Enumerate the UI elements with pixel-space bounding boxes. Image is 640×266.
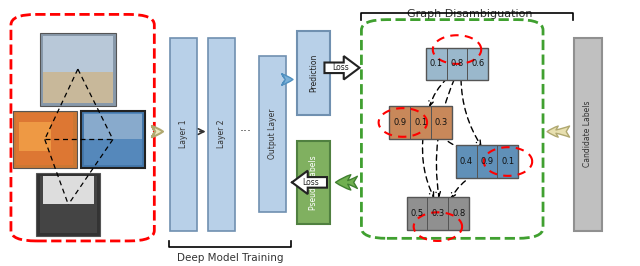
Text: 0.3: 0.3 <box>435 118 448 127</box>
Bar <box>13 111 77 168</box>
Bar <box>259 56 286 212</box>
Text: Loss: Loss <box>303 178 319 187</box>
Bar <box>84 113 141 165</box>
Bar <box>410 106 431 139</box>
Bar <box>297 31 330 115</box>
Bar <box>477 145 497 178</box>
Text: Deep Model Training: Deep Model Training <box>177 253 284 263</box>
Bar <box>406 197 469 230</box>
Bar <box>43 176 94 205</box>
Text: 0.4: 0.4 <box>460 157 473 166</box>
Bar <box>84 114 141 139</box>
Bar <box>497 145 518 178</box>
Bar <box>297 141 330 224</box>
Text: 0.9: 0.9 <box>481 157 493 166</box>
Bar <box>40 33 116 106</box>
Bar <box>447 48 467 80</box>
Text: ···: ··· <box>239 125 252 138</box>
Text: 0.1: 0.1 <box>414 118 428 127</box>
Text: Output Layer: Output Layer <box>268 109 277 159</box>
Bar <box>426 48 488 80</box>
Text: 0.6: 0.6 <box>471 59 484 68</box>
Bar <box>170 38 197 231</box>
Text: 0.1: 0.1 <box>501 157 515 166</box>
Bar <box>406 197 428 230</box>
Bar <box>431 106 452 139</box>
Text: Candidate Labels: Candidate Labels <box>583 101 592 167</box>
Polygon shape <box>292 171 327 194</box>
Text: Layer 2: Layer 2 <box>218 120 227 148</box>
Text: 0.5: 0.5 <box>410 209 424 218</box>
Text: 0.8: 0.8 <box>452 209 465 218</box>
Text: Pseudo Labels: Pseudo Labels <box>309 155 318 210</box>
Bar <box>40 176 97 233</box>
Bar <box>19 122 51 151</box>
Bar <box>448 197 469 230</box>
Text: 0.9: 0.9 <box>394 118 406 127</box>
Text: Prediction: Prediction <box>309 54 318 92</box>
Polygon shape <box>324 56 360 80</box>
Bar <box>390 106 452 139</box>
Bar <box>81 111 145 168</box>
Bar <box>573 38 602 231</box>
Bar <box>456 145 518 178</box>
Bar <box>390 106 410 139</box>
Text: Loss: Loss <box>332 63 349 72</box>
Bar <box>426 48 447 80</box>
Bar <box>16 113 74 165</box>
Text: 0.8: 0.8 <box>451 59 463 68</box>
Text: 0.3: 0.3 <box>431 209 445 218</box>
Text: 0.1: 0.1 <box>429 59 443 68</box>
Bar <box>43 36 113 73</box>
Bar <box>36 173 100 236</box>
Text: Graph Disambiguation: Graph Disambiguation <box>407 9 532 19</box>
Text: Layer 1: Layer 1 <box>179 120 188 148</box>
Bar <box>467 48 488 80</box>
Bar <box>428 197 448 230</box>
Bar <box>456 145 477 178</box>
Bar <box>43 72 113 103</box>
Bar <box>209 38 236 231</box>
